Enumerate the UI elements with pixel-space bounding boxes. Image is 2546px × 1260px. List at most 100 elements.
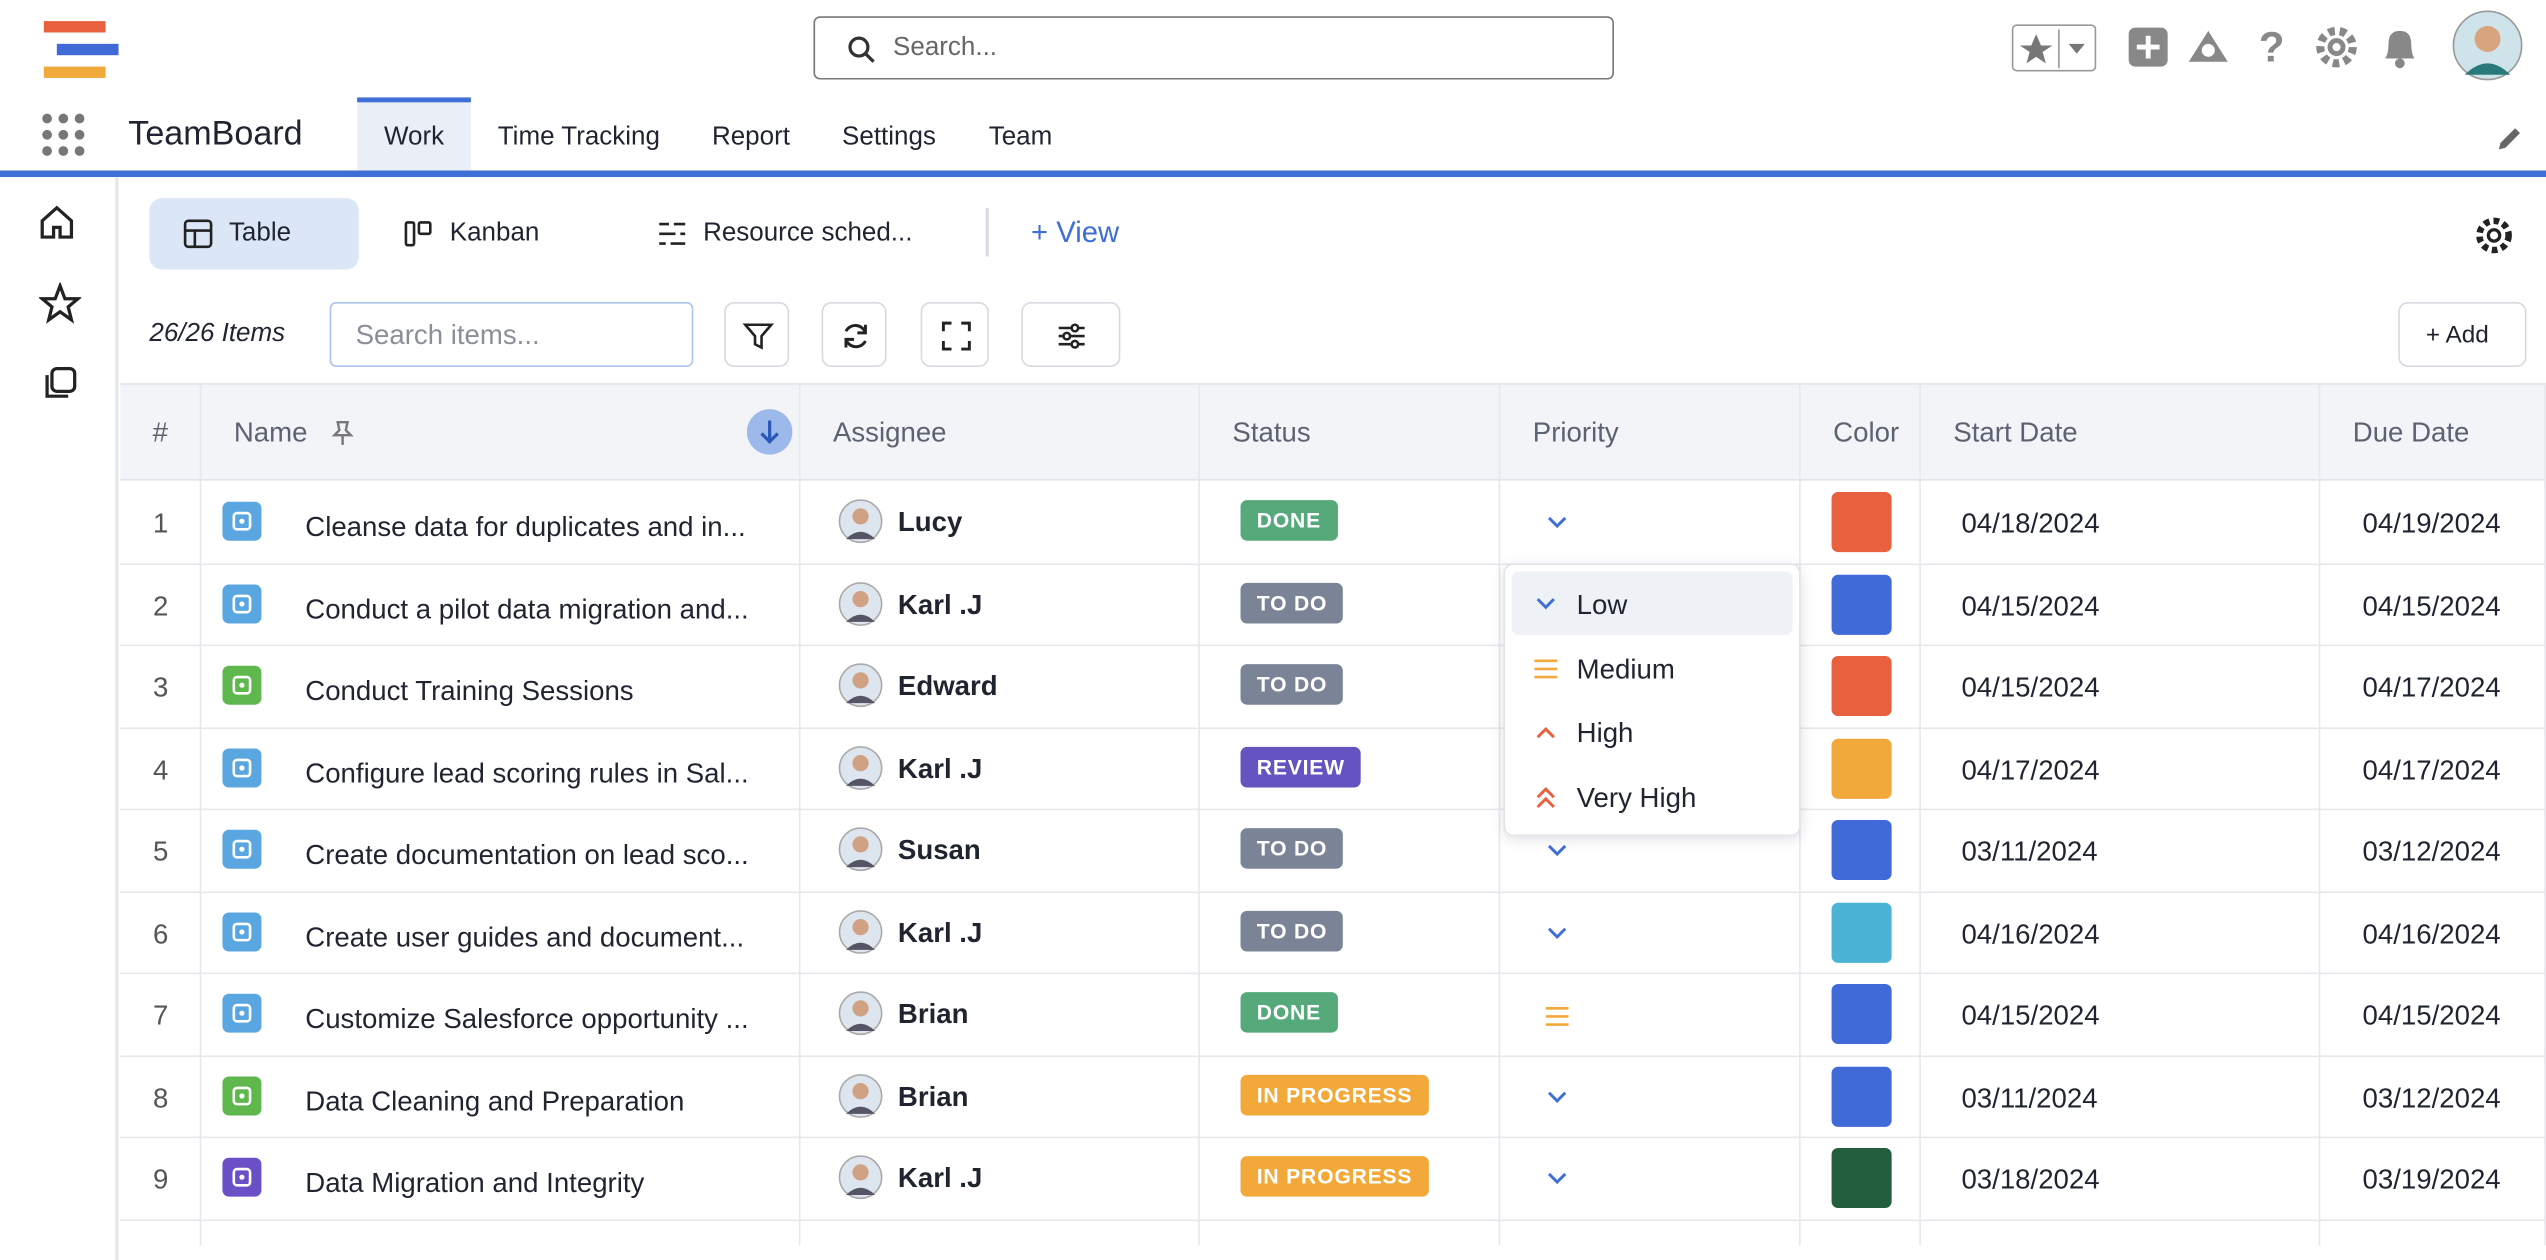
column-header[interactable]: Color: [1833, 417, 1900, 449]
color-swatch[interactable]: [1831, 1065, 1892, 1127]
priority-medium-icon[interactable]: [1543, 1003, 1572, 1029]
assignee-name[interactable]: Karl .J: [897, 916, 983, 948]
item-name[interactable]: Conduct a pilot data migration and...: [305, 593, 749, 625]
assignee-name[interactable]: Edward: [897, 670, 998, 702]
priority-option[interactable]: Low: [1511, 571, 1793, 635]
priority-low-icon[interactable]: [1544, 921, 1570, 944]
item-name[interactable]: Create documentation on lead sco...: [305, 839, 749, 871]
color-swatch[interactable]: [1831, 655, 1892, 717]
global-search[interactable]: Search...: [813, 16, 1614, 80]
favorites-icon[interactable]: [38, 282, 82, 325]
priority-low-icon[interactable]: [1544, 839, 1570, 862]
assignee-name[interactable]: Lucy: [897, 506, 963, 538]
view-tab[interactable]: Kanban: [370, 198, 597, 269]
start-date: 04/15/2024: [1961, 590, 2100, 622]
color-swatch[interactable]: [1831, 1147, 1892, 1209]
item-name[interactable]: Customize Salesforce opportunity ...: [305, 1003, 749, 1035]
color-swatch[interactable]: [1831, 573, 1892, 635]
color-swatch[interactable]: [1831, 901, 1892, 963]
item-name[interactable]: Data Cleaning and Preparation: [305, 1085, 685, 1117]
start-date: 03/11/2024: [1961, 1082, 2098, 1114]
add-button[interactable]: + Add: [2398, 302, 2527, 367]
item-type-icon: [222, 665, 262, 705]
column-header[interactable]: Due Date: [2352, 417, 2470, 449]
item-search[interactable]: Search items...: [329, 302, 694, 367]
color-swatch[interactable]: [1831, 819, 1892, 881]
priority-low-icon[interactable]: [1544, 1167, 1570, 1190]
sort-icon[interactable]: [745, 408, 794, 457]
priority-option[interactable]: Very High: [1512, 764, 1793, 827]
app-name: TeamBoard: [128, 115, 303, 153]
add-view[interactable]: + View: [1031, 215, 1120, 249]
item-name[interactable]: Create user guides and document...: [305, 921, 745, 953]
item-name[interactable]: Configure lead scoring rules in Sal...: [305, 757, 749, 789]
view-tab[interactable]: Resource sched...: [624, 198, 949, 269]
refresh-icon: [844, 324, 867, 349]
column-header[interactable]: Status: [1232, 417, 1311, 449]
due-date: 04/17/2024: [2362, 754, 2501, 786]
view-tab[interactable]: Table: [149, 198, 359, 270]
status-badge[interactable]: IN PROGRESS: [1240, 1156, 1429, 1197]
status-badge[interactable]: TO DO: [1240, 582, 1344, 623]
user-avatar[interactable]: [2452, 10, 2523, 81]
priority-low-icon[interactable]: [1544, 511, 1570, 534]
view-settings[interactable]: [2475, 216, 2514, 255]
logo[interactable]: [43, 66, 106, 78]
status-badge[interactable]: TO DO: [1240, 664, 1344, 705]
assignee-name[interactable]: Karl .J: [897, 1162, 983, 1194]
due-date: 03/12/2024: [2362, 1082, 2501, 1114]
item-type-icon: [222, 747, 262, 787]
favorites-button[interactable]: [2011, 24, 2097, 72]
column-header[interactable]: Assignee: [832, 417, 947, 449]
nav-tab[interactable]: Work: [357, 97, 471, 171]
status-badge[interactable]: TO DO: [1240, 910, 1344, 951]
view-icon: [183, 219, 213, 249]
filter-button[interactable]: [724, 302, 790, 367]
settings-icon[interactable]: [2315, 26, 2357, 68]
color-swatch[interactable]: [1831, 491, 1892, 553]
priority-option[interactable]: High: [1512, 700, 1793, 763]
logo[interactable]: [56, 43, 119, 56]
status-badge[interactable]: REVIEW: [1240, 746, 1362, 787]
item-type-icon: [222, 1157, 262, 1197]
status-badge[interactable]: DONE: [1240, 500, 1338, 541]
item-name[interactable]: Cleanse data for duplicates and in...: [305, 511, 746, 543]
item-name[interactable]: Conduct Training Sessions: [305, 675, 634, 707]
assignee-name[interactable]: Karl .J: [897, 588, 983, 620]
apps-icon[interactable]: [2186, 26, 2231, 68]
status-badge[interactable]: IN PROGRESS: [1240, 1074, 1429, 1115]
priority-icon: [1534, 658, 1558, 678]
status-badge[interactable]: TO DO: [1240, 828, 1344, 869]
nav-tab[interactable]: Settings: [815, 97, 963, 170]
nav-tab[interactable]: Team: [963, 97, 1078, 170]
column-header[interactable]: Start Date: [1953, 417, 2078, 449]
assignee-name[interactable]: Susan: [897, 834, 981, 866]
notifications-icon[interactable]: [2379, 24, 2421, 69]
help-icon[interactable]: ?: [2254, 26, 2290, 68]
item-name[interactable]: Data Migration and Integrity: [305, 1167, 645, 1199]
create-icon[interactable]: [2127, 26, 2169, 68]
fullscreen-button[interactable]: [920, 302, 989, 367]
columns-button[interactable]: [1021, 302, 1121, 367]
assignee-name[interactable]: Brian: [897, 998, 969, 1030]
color-swatch[interactable]: [1831, 983, 1892, 1045]
app-switcher[interactable]: [41, 112, 86, 157]
nav-tab[interactable]: Report: [687, 97, 815, 170]
edit-icon[interactable]: [2496, 123, 2525, 152]
priority-option[interactable]: Medium: [1512, 636, 1793, 699]
color-swatch[interactable]: [1831, 737, 1892, 799]
column-divider: [1919, 384, 1921, 1246]
refresh-button[interactable]: [821, 302, 887, 367]
home-icon[interactable]: [37, 203, 76, 242]
logo[interactable]: [43, 21, 106, 33]
status-badge[interactable]: DONE: [1240, 992, 1338, 1033]
nav-tab[interactable]: Time Tracking: [471, 97, 687, 170]
pages-icon[interactable]: [41, 364, 80, 403]
assignee-name[interactable]: Brian: [897, 1080, 969, 1112]
column-header[interactable]: Name: [233, 417, 308, 449]
priority-low-icon[interactable]: [1544, 1085, 1570, 1108]
column-header[interactable]: Priority: [1532, 417, 1619, 449]
assignee-name[interactable]: Karl .J: [897, 752, 983, 784]
column-header[interactable]: #: [152, 417, 169, 449]
item-type-glyph: [232, 839, 252, 859]
